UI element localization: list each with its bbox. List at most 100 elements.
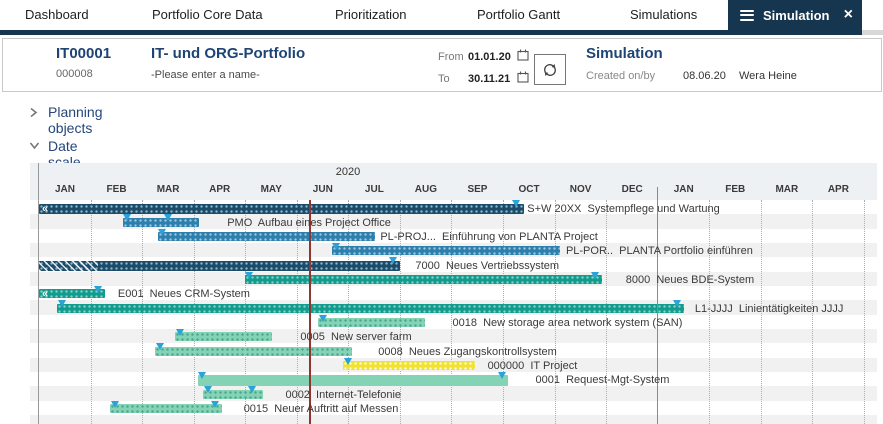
- date-marker-icon: [512, 200, 521, 207]
- gantt-bar-label: PL-PROJ... Einführung von PLANTA Project: [380, 231, 598, 244]
- date-marker-icon: [332, 242, 340, 250]
- gantt-bar[interactable]: [331, 246, 560, 256]
- hatch-pattern: [39, 260, 99, 271]
- month-label: MAR: [156, 184, 180, 195]
- gantt-bar-label: 000000 IT Project: [487, 360, 578, 373]
- date-marker-icon: [123, 214, 132, 222]
- gantt-bar[interactable]: «: [39, 202, 524, 215]
- month-gridline: [760, 200, 762, 424]
- gantt-bar-label: PMO Aufbau eines Project Office: [227, 216, 391, 229]
- month-label: MAR: [775, 184, 799, 195]
- nav-item-simulations[interactable]: Simulations: [630, 7, 698, 22]
- portfolio-title: IT- und ORG-Portfolio: [151, 45, 306, 62]
- from-label: From: [438, 51, 464, 63]
- date-marker-icon: [343, 357, 352, 365]
- month-label: DEC: [621, 184, 643, 195]
- tab-simulation-active[interactable]: Simulation ×: [728, 0, 862, 30]
- gantt-bar[interactable]: [110, 404, 223, 414]
- date-marker-icon: [318, 314, 327, 322]
- gantt-bar[interactable]: [158, 232, 376, 242]
- date-marker-icon: [673, 300, 682, 308]
- gantt-bar-label: 0002 Internet-Telefonie: [285, 388, 402, 401]
- month-label: MAY: [260, 184, 282, 195]
- to-date-field[interactable]: 30.11.21: [468, 73, 511, 85]
- refresh-icon: [544, 63, 556, 76]
- month-label: JUL: [364, 184, 384, 195]
- month-gridline: [863, 200, 865, 424]
- refresh-button[interactable]: [534, 54, 566, 85]
- gantt-rows-area: « S+W 20XX Systempflege und Wartung PMO Au…: [0, 200, 883, 424]
- gantt-bar-label: L1-JJJJ Linientätigkeiten JJJJ: [694, 302, 844, 315]
- gantt-bar[interactable]: [175, 332, 273, 342]
- gantt-bar-label: PL-POR.. PLANTA Portfolio einführen: [565, 245, 753, 258]
- from-date-field[interactable]: 01.01.20: [468, 51, 511, 63]
- month-label: NOV: [569, 184, 592, 195]
- month-label: AUG: [414, 184, 438, 195]
- current-date-line: [309, 200, 311, 424]
- gantt-bar-label: 0008 Neues Zugangskontrollsystem: [378, 345, 557, 358]
- month-label: JAN: [673, 184, 694, 195]
- close-icon[interactable]: ×: [843, 6, 853, 23]
- month-label: APR: [827, 184, 849, 195]
- gantt-bar[interactable]: [202, 389, 263, 399]
- month-label: FEB: [725, 184, 746, 195]
- gantt-bar-label: E001 Neues CRM-System: [117, 288, 250, 301]
- gantt-bar-label: S+W 20XX Systempflege und Wartung: [527, 202, 720, 215]
- to-label: To: [438, 73, 450, 85]
- date-marker-icon: [248, 386, 257, 394]
- gantt-left-border: [38, 163, 39, 424]
- gantt-bar[interactable]: [197, 375, 509, 387]
- month-label: JAN: [54, 184, 75, 195]
- date-marker-icon: [175, 328, 184, 336]
- gantt-row-stripe: [30, 285, 877, 301]
- date-marker-icon: [198, 371, 207, 379]
- month-label: APR: [209, 184, 231, 195]
- continues-left-icon: «: [42, 287, 48, 300]
- menu-icon[interactable]: [740, 7, 754, 23]
- nav-item-portfolio-core-data[interactable]: Portfolio Core Data: [152, 7, 263, 22]
- calendar-icon[interactable]: [517, 49, 529, 61]
- month-label: FEB: [106, 184, 127, 195]
- gantt-bar[interactable]: [317, 318, 426, 328]
- date-marker-icon: [389, 257, 398, 265]
- gantt-bar[interactable]: «: [39, 287, 105, 300]
- gantt-bar[interactable]: [57, 303, 684, 313]
- calendar-icon[interactable]: [517, 71, 529, 83]
- gantt-bar-label: 0015 Neuer Auftritt auf Messen: [243, 403, 399, 416]
- portfolio-name-placeholder[interactable]: -Please enter a name-: [151, 69, 260, 81]
- month-label: SEP: [467, 184, 488, 195]
- created-on-by-label: Created on/by: [586, 70, 656, 82]
- continues-left-icon: «: [42, 202, 48, 215]
- date-marker-icon: [110, 400, 119, 408]
- date-marker-icon: [158, 228, 167, 236]
- top-nav: Dashboard Portfolio Core Data Prioritiza…: [0, 0, 883, 30]
- month-gridline: [709, 200, 711, 424]
- chevron-down-icon: [29, 142, 40, 150]
- nav-item-prioritization[interactable]: Prioritization: [335, 7, 407, 22]
- gantt-bar[interactable]: [39, 260, 400, 271]
- nav-underline: [0, 30, 862, 35]
- gantt-bar[interactable]: [245, 275, 603, 285]
- gantt-row-stripe: [30, 400, 877, 415]
- gantt-bar[interactable]: [155, 346, 352, 356]
- tab-simulation-label: Simulation: [763, 7, 830, 23]
- date-marker-icon: [57, 300, 66, 308]
- portfolio-code: 000008: [56, 68, 93, 80]
- planning-objects-label: Planning objects: [48, 104, 103, 136]
- gantt-row-stripe: [30, 386, 877, 401]
- gantt-bar[interactable]: [343, 361, 476, 371]
- portfolio-header-card: IT00001 000008 IT- und ORG-Portfolio -Pl…: [2, 38, 882, 92]
- gantt-row-stripe: [30, 414, 877, 424]
- nav-item-portfolio-gantt[interactable]: Portfolio Gantt: [477, 7, 561, 22]
- gantt-row-stripe: [30, 214, 877, 229]
- created-date: 08.06.20: [683, 70, 726, 82]
- gantt-bar-label: 8000 Neues BDE-System: [625, 274, 755, 287]
- date-marker-icon: [497, 371, 506, 379]
- chevron-right-icon: [30, 107, 38, 118]
- month-gridline: [812, 200, 814, 424]
- gantt-timeline-header: [30, 163, 877, 200]
- gantt-bar[interactable]: [123, 217, 199, 227]
- gantt-bar-label: 0005 New server farm: [300, 331, 412, 344]
- date-marker-icon: [211, 400, 220, 408]
- nav-item-dashboard[interactable]: Dashboard: [25, 7, 89, 22]
